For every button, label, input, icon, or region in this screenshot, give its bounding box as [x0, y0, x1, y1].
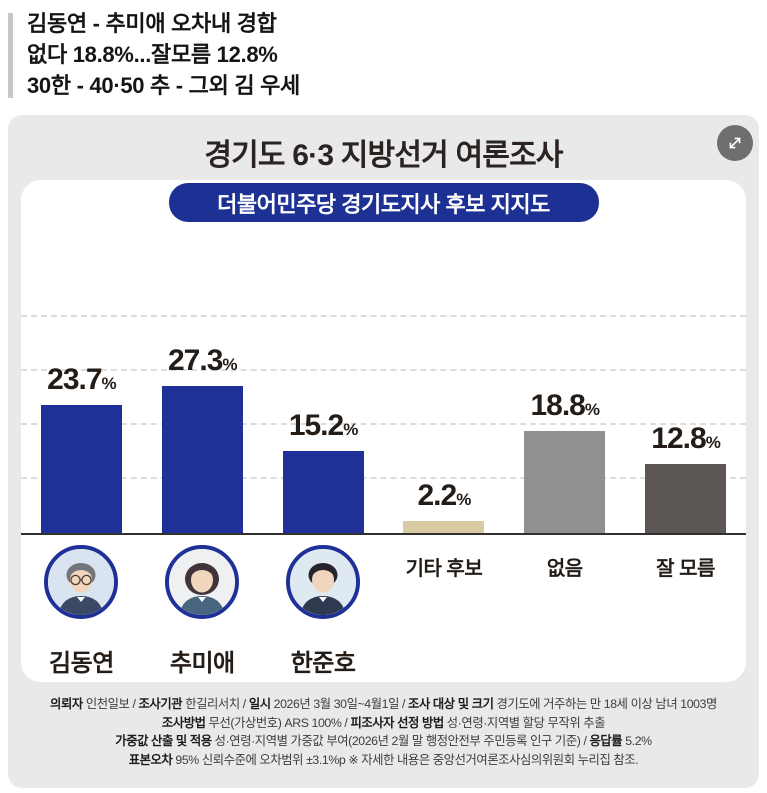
axis-cell-2: 추미애: [142, 545, 263, 678]
chart-gridline-10: [21, 477, 746, 479]
footnote-line-3: 가중값 산출 및 적용 성·연령·지역별 가중값 부여(2026년 2월 말 행…: [14, 732, 753, 751]
category-label: 잘 모름: [656, 558, 715, 580]
bar-value-label: 2.2%: [417, 479, 471, 512]
bar-4: [403, 521, 485, 533]
footnote-line-1: 의뢰자 인천일보 / 조사기관 한길리서치 / 일시 2026년 3월 30일~…: [14, 695, 753, 714]
card-title: 경기도 6·3 지방선거 여론조사: [204, 139, 563, 172]
bar-value-label: 15.2%: [288, 409, 359, 442]
chart-column-6: 12.8%: [625, 253, 746, 533]
chart-column-3: 15.2%: [263, 253, 384, 533]
bar-value-label: 12.8%: [651, 422, 721, 455]
bar-1: [40, 405, 122, 533]
candidate-name: 추미애: [169, 650, 235, 677]
chart-column-4: 2.2%: [383, 253, 504, 533]
chart-column-2: 27.3%: [142, 253, 263, 533]
percent-sign: %: [101, 374, 117, 393]
footnote-term: 조사방법: [161, 715, 206, 730]
chart-panel: 더불어민주당 경기도지사 후보 지지도 23.7% 27.3% 15.2% 2.2% 1…: [21, 180, 746, 682]
footnote-text: 경기도에 거주하는 만 18세 이상 남녀 1003명: [493, 697, 718, 711]
chart-baseline: [21, 533, 746, 535]
footnote-text: 한길리서치 /: [182, 697, 249, 711]
bar-3: [282, 451, 364, 533]
bar-5: [524, 431, 606, 533]
bar-6: [645, 464, 727, 533]
footnote-term: 피조사자 선정 방법: [350, 715, 444, 730]
percent-sign: %: [456, 490, 471, 509]
footnote-term: 조사 대상 및 크기: [408, 697, 494, 711]
candidate-name: 한준호: [290, 650, 356, 677]
chart-columns: 23.7% 27.3% 15.2% 2.2% 18.8% 12.8%: [21, 253, 746, 533]
footnote-text: 5.2%: [622, 734, 652, 748]
headline-line-1: 김동연 - 추미애 오차내 경합: [27, 11, 277, 36]
footnote-term: 가중값 산출 및 적용: [115, 734, 212, 748]
chart-area: 23.7% 27.3% 15.2% 2.2% 18.8% 12.8%: [21, 253, 746, 533]
headline: 김동연 - 추미애 오차내 경합 없다 18.8%...잘모름 12.8% 30…: [27, 8, 300, 101]
bar-value-label: 18.8%: [530, 389, 600, 422]
candidate-photo: [44, 545, 119, 619]
candidate-photo-image: [169, 549, 236, 615]
chart-gridline-40: [21, 315, 746, 317]
candidate-photo: [286, 545, 361, 619]
footnote-text: 성·연령·지역별 가중값 부여(2026년 2월 말 행정안전부 주민등록 인구…: [211, 734, 590, 748]
bar-value-label: 23.7%: [47, 363, 117, 396]
footnote-text: 인천일보 /: [82, 697, 139, 711]
bar-2: [161, 386, 243, 533]
methodology-footnote: 의뢰자 인천일보 / 조사기관 한길리서치 / 일시 2026년 3월 30일~…: [8, 695, 759, 769]
axis-cell-5: 없음: [504, 545, 625, 678]
chart-gridline-30: [21, 369, 746, 371]
chart-footer-row: 김동연 추미애 한준호 기타 후보 없음 잘 모름: [21, 545, 746, 678]
footnote-term: 응답률: [589, 734, 623, 748]
candidate-photo-image: [48, 549, 115, 615]
candidate-photo-image: [290, 549, 357, 615]
axis-cell-1: 김동연: [21, 545, 142, 678]
footnote-term: 표본오차: [128, 752, 173, 767]
chart-column-1: 23.7%: [21, 253, 142, 533]
footnote-text: 성·연령·지역별 할당 무작위 추출: [443, 715, 606, 730]
axis-cell-3: 한준호: [263, 545, 384, 678]
axis-cell-4: 기타 후보: [383, 545, 504, 678]
candidate-photo: [165, 545, 240, 619]
footnote-line-2: 조사방법 무선(가상번호) ARS 100% / 피조사자 선정 방법 성·연령…: [14, 714, 753, 733]
footnote-term: 조사기관: [138, 697, 183, 711]
footnote-term: 일시: [248, 697, 271, 711]
candidate-name: 김동연: [49, 650, 114, 677]
chart-gridline-20: [21, 423, 746, 425]
poll-card: 경기도 6·3 지방선거 여론조사 더불어민주당 경기도지사 후보 지지도 23…: [8, 115, 759, 788]
quote-bar: [8, 13, 13, 98]
percent-sign: %: [584, 400, 600, 419]
axis-cell-6: 잘 모름: [625, 545, 746, 678]
footnote-term: 의뢰자: [50, 697, 83, 711]
category-label: 없음: [546, 558, 583, 580]
category-label: 기타 후보: [405, 558, 483, 580]
expand-button[interactable]: [717, 125, 753, 161]
subtitle-banner: 더불어민주당 경기도지사 후보 지지도: [168, 183, 599, 222]
expand-arrows-icon: [729, 137, 741, 149]
footnote-line-4: 표본오차 95% 신뢰수준에 오차범위 ±3.1%p ※ 자세한 내용은 중앙선…: [14, 751, 753, 770]
footnote-text: 2026년 3월 30일~4월1일 /: [270, 697, 409, 711]
headline-line-3: 30한 - 40·50 추 - 그외 김 우세: [27, 73, 300, 98]
chart-column-5: 18.8%: [504, 253, 625, 533]
bar-value-label: 27.3%: [167, 344, 238, 377]
percent-sign: %: [222, 355, 237, 374]
percent-sign: %: [705, 433, 721, 452]
percent-sign: %: [343, 420, 358, 439]
footnote-text: 무선(가상번호) ARS 100% /: [205, 715, 351, 730]
headline-line-2: 없다 18.8%...잘모름 12.8%: [27, 42, 278, 67]
footnote-text: 95% 신뢰수준에 오차범위 ±3.1%p ※ 자세한 내용은 중앙선거여론조사…: [172, 752, 639, 767]
